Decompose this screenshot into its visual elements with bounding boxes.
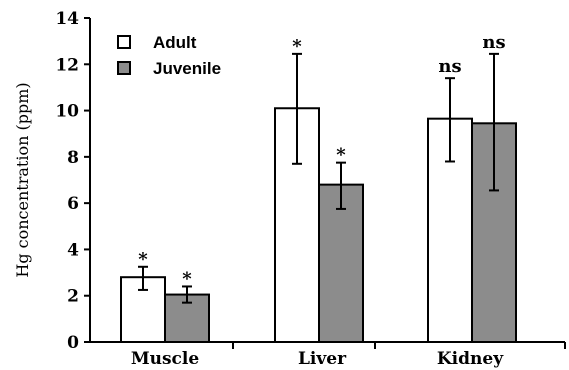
significance-label: *: [336, 145, 346, 166]
y-tick-label: 6: [67, 194, 79, 214]
x-category-label: Muscle: [131, 349, 200, 369]
y-axis-title: Hg concentration (ppm): [13, 82, 32, 277]
significance-label: ns: [482, 32, 505, 53]
x-category-label: Liver: [298, 349, 347, 369]
significance-label: *: [138, 249, 148, 270]
y-tick-label: 12: [55, 55, 79, 75]
y-tick-label: 2: [67, 287, 79, 307]
significance-label: *: [182, 268, 192, 289]
x-category-label: Kidney: [437, 349, 504, 369]
legend-label-adult: Adult: [153, 33, 197, 52]
legend-swatch-adult: [117, 35, 131, 49]
y-tick-label: 4: [67, 240, 79, 260]
y-tick-label: 10: [55, 102, 79, 122]
significance-label: *: [292, 36, 302, 57]
legend-swatch-juvenile: [117, 61, 131, 75]
legend-label-juvenile: Juvenile: [153, 59, 221, 78]
y-tick-label: 8: [67, 148, 79, 168]
y-tick-label: 0: [67, 333, 79, 353]
significance-label: ns: [438, 56, 461, 77]
y-tick-label: 14: [55, 9, 79, 29]
